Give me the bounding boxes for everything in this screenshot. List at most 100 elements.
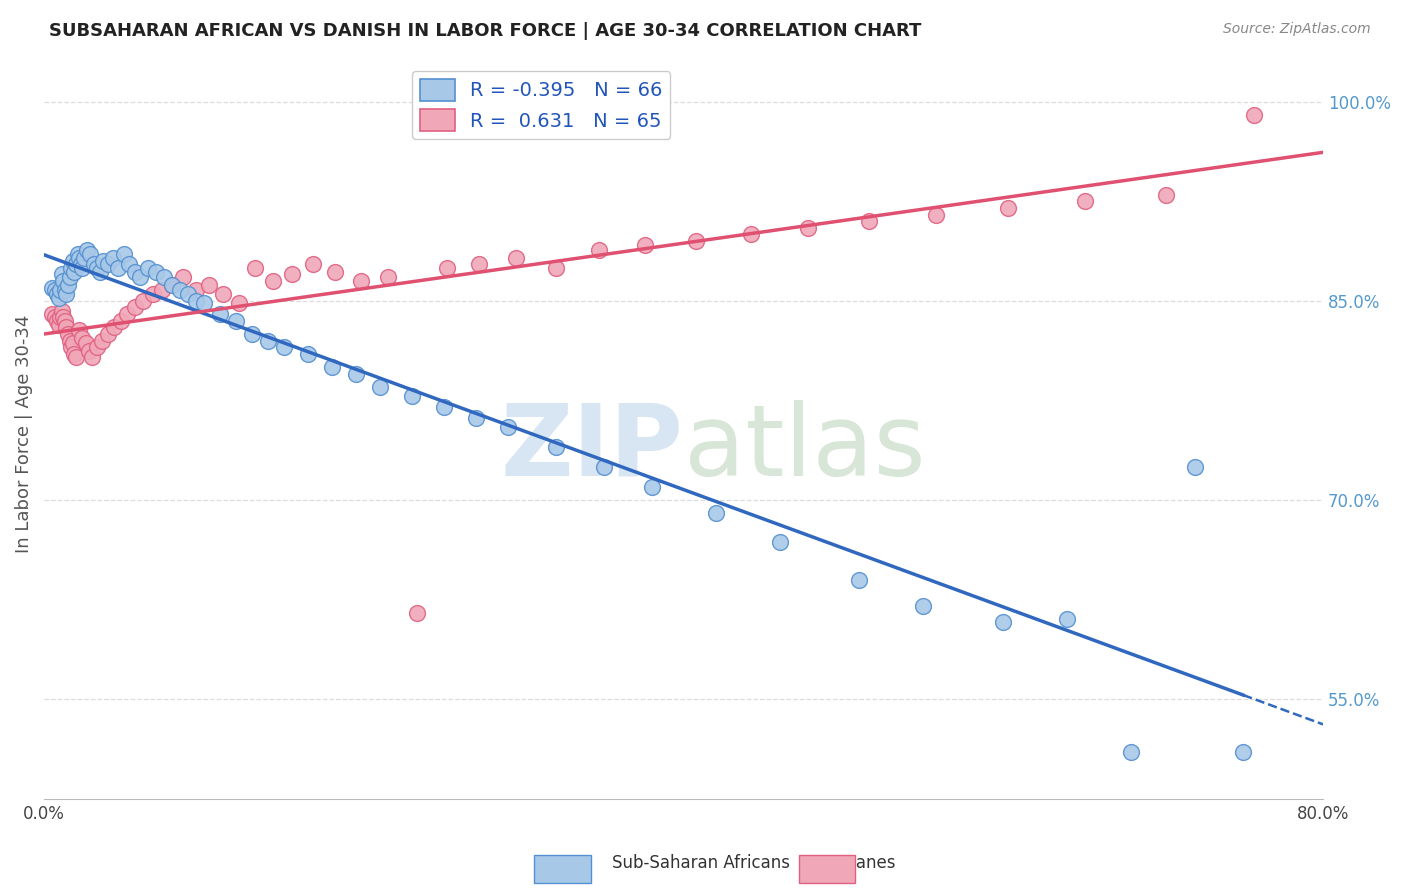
Point bbox=[1121, 745, 1143, 759]
Point bbox=[350, 274, 373, 288]
Point bbox=[848, 573, 870, 587]
Point bbox=[142, 287, 165, 301]
Point bbox=[51, 267, 73, 281]
Point bbox=[401, 389, 423, 403]
Text: ZIP: ZIP bbox=[501, 400, 683, 497]
Point bbox=[49, 310, 72, 324]
Point bbox=[83, 257, 105, 271]
Point bbox=[86, 260, 108, 275]
Point bbox=[193, 296, 215, 310]
Point bbox=[72, 260, 94, 275]
Point bbox=[1056, 612, 1078, 626]
Point bbox=[49, 283, 72, 297]
Text: SUBSAHARAN AFRICAN VS DANISH IN LABOR FORCE | AGE 30-34 CORRELATION CHART: SUBSAHARAN AFRICAN VS DANISH IN LABOR FO… bbox=[49, 22, 921, 40]
Point bbox=[160, 277, 183, 292]
Point bbox=[464, 410, 486, 425]
Point bbox=[685, 234, 707, 248]
Point bbox=[228, 296, 250, 310]
Point bbox=[66, 247, 89, 261]
Point bbox=[53, 283, 76, 297]
Point bbox=[468, 257, 491, 271]
Point bbox=[997, 201, 1019, 215]
Point bbox=[44, 310, 66, 324]
Point bbox=[321, 360, 343, 375]
Point bbox=[169, 283, 191, 297]
Point bbox=[86, 340, 108, 354]
Point bbox=[1074, 194, 1097, 209]
Point bbox=[301, 257, 323, 271]
Point bbox=[65, 257, 87, 271]
Point bbox=[273, 340, 295, 354]
Point bbox=[225, 314, 247, 328]
Point bbox=[436, 260, 458, 275]
Point bbox=[768, 535, 790, 549]
Point bbox=[62, 336, 84, 351]
Point bbox=[257, 334, 280, 348]
Point bbox=[281, 267, 304, 281]
Point bbox=[52, 274, 75, 288]
Point bbox=[55, 287, 77, 301]
Point bbox=[91, 254, 114, 268]
Point bbox=[63, 264, 86, 278]
Text: Source: ZipAtlas.com: Source: ZipAtlas.com bbox=[1223, 22, 1371, 37]
Point bbox=[67, 252, 90, 266]
Point bbox=[132, 293, 155, 308]
Point bbox=[56, 277, 79, 292]
Point bbox=[65, 350, 87, 364]
Point bbox=[90, 334, 112, 348]
Point bbox=[59, 269, 82, 284]
Point bbox=[45, 314, 67, 328]
Point bbox=[208, 307, 231, 321]
Point bbox=[136, 260, 159, 275]
Point bbox=[588, 244, 610, 258]
Point bbox=[72, 331, 94, 345]
Point bbox=[60, 260, 83, 275]
Point bbox=[323, 264, 346, 278]
Point bbox=[80, 350, 103, 364]
Point bbox=[993, 615, 1015, 629]
Point bbox=[70, 257, 93, 271]
Point bbox=[640, 480, 662, 494]
Point bbox=[48, 291, 70, 305]
Point bbox=[634, 238, 657, 252]
Point bbox=[197, 277, 219, 292]
Point bbox=[77, 344, 100, 359]
Point bbox=[60, 340, 83, 354]
Point bbox=[1232, 745, 1254, 759]
Point bbox=[79, 247, 101, 261]
Point bbox=[97, 257, 120, 271]
Text: Sub-Saharan Africans: Sub-Saharan Africans bbox=[612, 855, 790, 872]
Point bbox=[124, 264, 146, 278]
Legend: R = -0.395   N = 66, R =  0.631   N = 65: R = -0.395 N = 66, R = 0.631 N = 65 bbox=[412, 71, 671, 139]
Point bbox=[184, 293, 207, 308]
Point bbox=[405, 606, 427, 620]
Point bbox=[262, 274, 284, 288]
Point bbox=[496, 420, 519, 434]
Point bbox=[1156, 187, 1178, 202]
Point bbox=[44, 283, 66, 297]
Point bbox=[73, 252, 96, 266]
Point bbox=[53, 314, 76, 328]
Point bbox=[145, 264, 167, 278]
Point bbox=[117, 307, 139, 321]
Point bbox=[103, 320, 125, 334]
Point bbox=[56, 326, 79, 341]
Point bbox=[740, 227, 762, 242]
Text: Danes: Danes bbox=[844, 855, 896, 872]
Point bbox=[89, 264, 111, 278]
Point bbox=[544, 440, 567, 454]
Point bbox=[433, 400, 456, 414]
Point bbox=[344, 367, 367, 381]
Point bbox=[41, 307, 63, 321]
Point bbox=[160, 277, 183, 292]
Point bbox=[63, 347, 86, 361]
Point bbox=[52, 310, 75, 324]
Point bbox=[124, 301, 146, 315]
Point bbox=[925, 207, 948, 221]
Point bbox=[129, 269, 152, 284]
Point bbox=[243, 260, 266, 275]
Point bbox=[45, 287, 67, 301]
Point bbox=[110, 314, 132, 328]
Point bbox=[41, 280, 63, 294]
Point bbox=[152, 283, 174, 297]
